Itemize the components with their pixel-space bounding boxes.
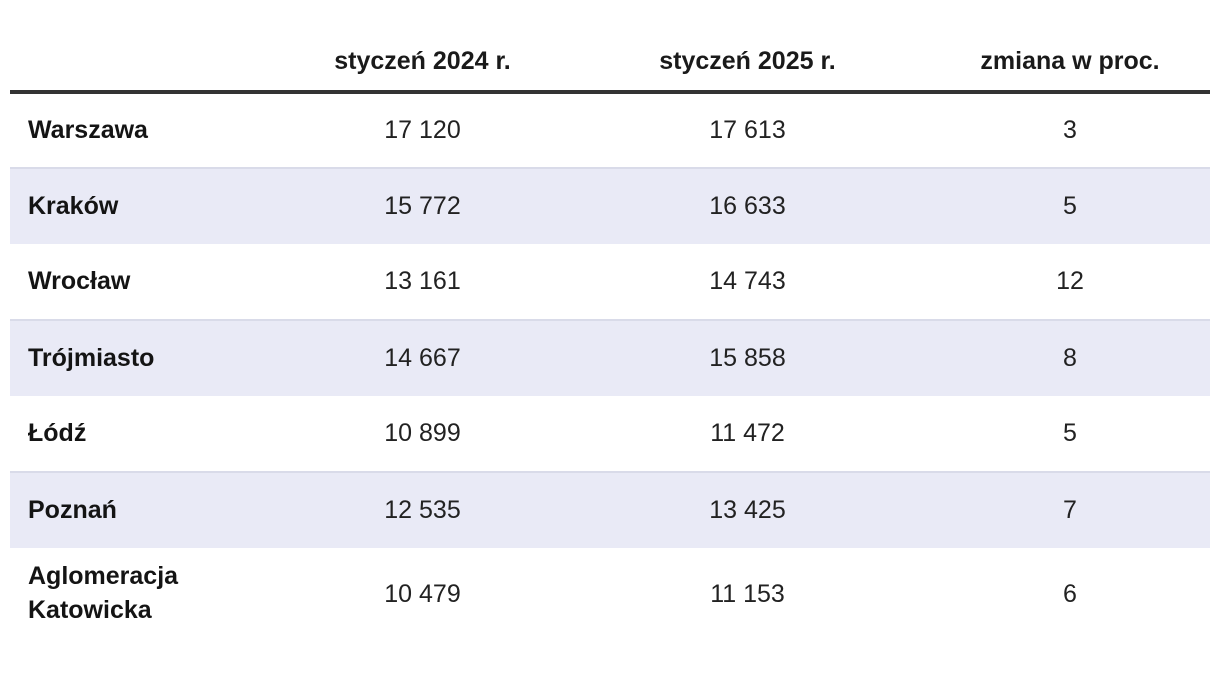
jan-2025-value: 11 472 — [710, 419, 785, 447]
jan-2025-value: 16 633 — [565, 167, 930, 244]
city-name-cell: Aglomeracja Katowicka — [28, 562, 179, 624]
jan-2024-value: 17 120 — [384, 116, 461, 144]
city-name-cell: Łódź — [28, 418, 87, 447]
jan-2025-value: 15 858 — [565, 319, 930, 396]
city-name-cell: Kraków — [10, 167, 280, 244]
header-row: styczeń 2024 r. styczeń 2025 r. zmiana w… — [10, 0, 1210, 94]
jan-2024-value: 13 161 — [384, 267, 461, 295]
jan-2024-value: 12 535 — [280, 471, 565, 548]
change-percent-value: 12 — [1056, 267, 1084, 295]
jan-2024-value: 15 772 — [280, 167, 565, 244]
table-row: Aglomeracja Katowicka 10 479 11 153 6 — [10, 548, 1210, 640]
table-row: Łódź 10 899 11 472 5 — [10, 396, 1210, 472]
change-percent-value: 7 — [930, 471, 1210, 548]
jan-2025-value: 14 743 — [709, 267, 786, 295]
change-percent-value: 5 — [930, 167, 1210, 244]
change-percent-value: 3 — [1063, 116, 1077, 144]
col-header-city — [10, 0, 280, 94]
jan-2024-value: 10 479 — [384, 579, 461, 608]
city-name-cell: Wrocław — [28, 266, 131, 295]
table-header: styczeń 2024 r. styczeń 2025 r. zmiana w… — [10, 0, 1210, 94]
col-header-jan-2025: styczeń 2025 r. — [565, 0, 930, 94]
change-percent-value: 8 — [930, 319, 1210, 396]
change-percent-value: 6 — [1063, 579, 1077, 608]
table-body: Warszawa 17 120 17 613 3 Kraków 15 772 16 633 5… — [10, 92, 1210, 640]
city-name-cell: Poznań — [10, 471, 280, 548]
table-row: Poznań 12 535 13 425 7 — [10, 471, 1210, 548]
table-row: Kraków 15 772 16 633 5 — [10, 167, 1210, 244]
jan-2024-value: 14 667 — [280, 319, 565, 396]
city-price-table: styczeń 2024 r. styczeń 2025 r. zmiana w… — [10, 0, 1210, 640]
table-row: Trójmiasto 14 667 15 858 8 — [10, 319, 1210, 396]
jan-2025-value: 17 613 — [709, 116, 786, 144]
city-name-cell: Trójmiasto — [10, 319, 280, 396]
change-percent-value: 5 — [1063, 419, 1077, 447]
city-name-cell: Warszawa — [28, 115, 148, 144]
table-row: Wrocław 13 161 14 743 12 — [10, 244, 1210, 320]
jan-2025-value: 11 153 — [710, 579, 785, 608]
jan-2025-value: 13 425 — [565, 471, 930, 548]
jan-2024-value: 10 899 — [384, 419, 461, 447]
col-header-change: zmiana w proc. — [930, 0, 1210, 94]
col-header-jan-2024: styczeń 2024 r. — [280, 0, 565, 94]
table-row: Warszawa 17 120 17 613 3 — [10, 92, 1210, 168]
